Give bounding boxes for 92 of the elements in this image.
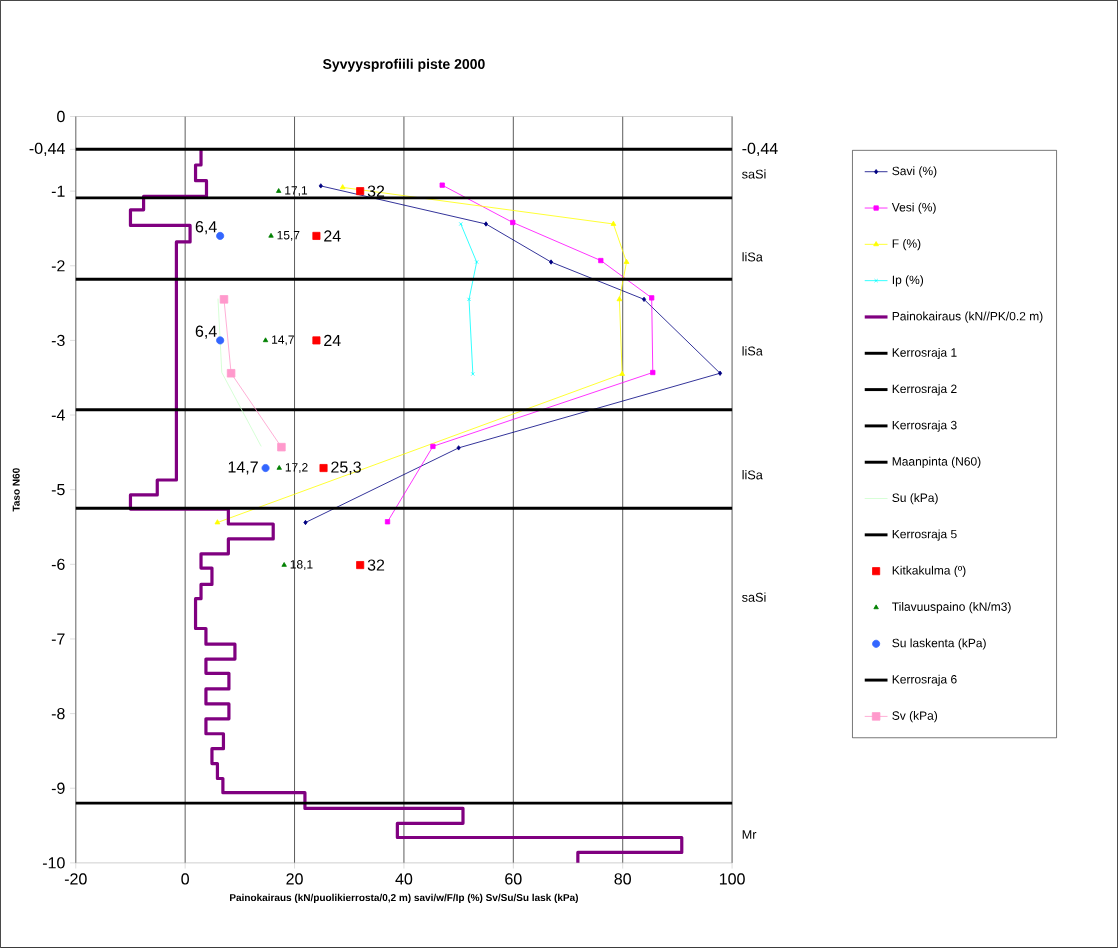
annotation: 14,7 bbox=[272, 335, 294, 346]
legend-label: Sv (kPa) bbox=[892, 711, 938, 723]
annotation: 32 bbox=[367, 185, 385, 197]
point bbox=[318, 183, 323, 189]
annotation: 25,3 bbox=[331, 461, 361, 475]
legend-label: Su (kPa) bbox=[892, 493, 938, 505]
x-tick-label: 100 bbox=[719, 873, 745, 885]
point bbox=[276, 465, 282, 470]
y-axis-title: Taso N60 bbox=[12, 468, 20, 512]
point bbox=[356, 187, 365, 196]
point bbox=[319, 464, 328, 473]
legend-label: Kerrosraja 3 bbox=[892, 420, 957, 432]
x-tick-label: 40 bbox=[395, 873, 413, 885]
point bbox=[549, 259, 554, 265]
point bbox=[312, 231, 321, 240]
y-tick-label: -0,44 bbox=[29, 142, 65, 156]
point bbox=[339, 184, 346, 190]
legend-label: Kerrosraja 5 bbox=[892, 529, 957, 541]
point bbox=[214, 519, 221, 525]
point bbox=[598, 257, 604, 264]
text: liSa bbox=[742, 346, 763, 356]
y-tick-label: -5 bbox=[51, 484, 65, 496]
text: saSi bbox=[742, 169, 766, 179]
annotation: -0,44 bbox=[742, 142, 778, 156]
y-tick-label: -10 bbox=[42, 857, 65, 869]
point bbox=[650, 369, 656, 376]
x-axis-title: Painokairaus (kN/puolikierrosta/0,2 m) savi/w/F/Ip (%) Sv/Su/Su lask (kPa) bbox=[230, 893, 578, 904]
legend-label: Kerrosraja 6 bbox=[892, 674, 957, 686]
point bbox=[303, 519, 308, 526]
point bbox=[718, 370, 723, 376]
point bbox=[262, 337, 269, 343]
annotation: 6,4 bbox=[195, 325, 217, 339]
x-tick-label: 0 bbox=[181, 873, 189, 885]
point bbox=[456, 445, 461, 451]
legend-label: Su laskenta (kPa) bbox=[892, 638, 986, 650]
legend-label: Kitkakulma (º) bbox=[892, 565, 966, 578]
point bbox=[261, 464, 270, 473]
text: saSi bbox=[742, 592, 766, 602]
annotation: 6,4 bbox=[195, 221, 217, 235]
point bbox=[219, 295, 229, 304]
point bbox=[430, 443, 436, 450]
chart-title: Syvyysprofiili piste 2000 bbox=[322, 58, 485, 72]
point bbox=[439, 182, 445, 188]
annotation: 24 bbox=[324, 334, 341, 347]
text: Mr bbox=[742, 830, 757, 839]
legend-label: Tilavuuspaino (kN/m3) bbox=[892, 602, 1011, 614]
point bbox=[510, 219, 516, 226]
point bbox=[616, 296, 623, 302]
legend-label: F (%) bbox=[892, 239, 921, 251]
y-tick-label: -3 bbox=[51, 334, 65, 347]
point bbox=[467, 297, 471, 302]
point bbox=[281, 562, 287, 567]
y-tick-label: -6 bbox=[51, 558, 65, 570]
legend-label: Savi (%) bbox=[892, 166, 937, 178]
x-tick-label: -20 bbox=[64, 873, 87, 885]
text: liSa bbox=[742, 252, 763, 262]
point bbox=[312, 336, 321, 345]
point bbox=[610, 220, 617, 226]
point bbox=[356, 561, 365, 570]
point bbox=[483, 221, 489, 227]
x-tick-label: 60 bbox=[505, 873, 522, 885]
point bbox=[384, 519, 391, 525]
point bbox=[216, 336, 225, 345]
point bbox=[276, 188, 282, 193]
legend-label: Ip (%) bbox=[892, 275, 924, 287]
point bbox=[216, 231, 225, 240]
legend-label: Vesi (%) bbox=[891, 202, 936, 214]
y-tick-label: -2 bbox=[51, 260, 65, 272]
y-tick-label: -1 bbox=[51, 185, 65, 197]
annotation: 24 bbox=[324, 230, 341, 242]
text: liSa bbox=[742, 470, 763, 480]
point bbox=[268, 232, 274, 238]
y-tick-label: -4 bbox=[51, 409, 65, 421]
legend-label: Kerrosraja 2 bbox=[892, 384, 957, 396]
point bbox=[623, 258, 630, 264]
legend-label: Kerrosraja 1 bbox=[892, 347, 957, 360]
legend-label: Painokairaus (kN//PK/0.2 m) bbox=[892, 311, 1043, 323]
y-tick-label: -9 bbox=[51, 782, 65, 794]
point bbox=[474, 260, 479, 265]
point bbox=[277, 442, 286, 452]
y-tick-label: -8 bbox=[51, 707, 65, 720]
point bbox=[619, 370, 625, 376]
point bbox=[649, 295, 655, 301]
annotation: 32 bbox=[367, 559, 385, 571]
y-tick-label: 0 bbox=[57, 110, 65, 123]
y-tick-label: -7 bbox=[51, 633, 65, 645]
x-tick-label: 20 bbox=[286, 873, 303, 885]
point bbox=[226, 369, 236, 378]
legend-label: Maanpinta (N60) bbox=[892, 456, 981, 469]
point bbox=[641, 296, 647, 302]
annotation: 14,7 bbox=[228, 461, 258, 475]
x-tick-label: 80 bbox=[614, 873, 631, 885]
